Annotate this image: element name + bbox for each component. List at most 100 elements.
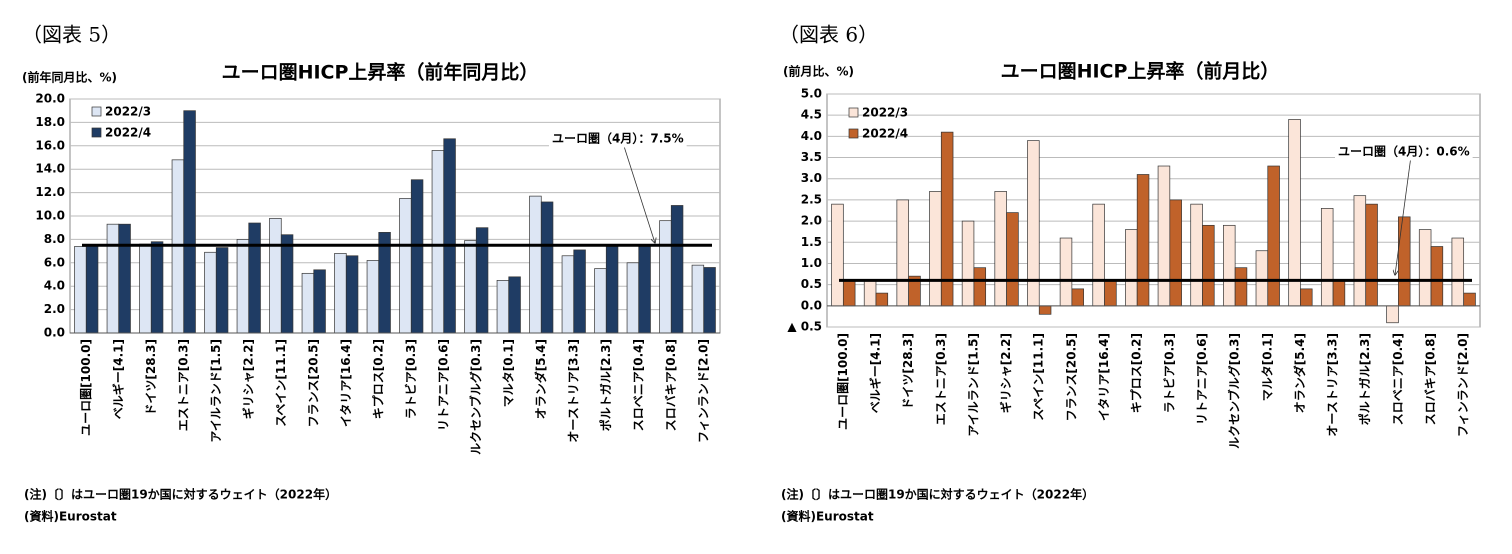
bar [863, 280, 877, 307]
y-tick-label: 3.0 [801, 171, 822, 185]
bar [1267, 165, 1280, 307]
bar [1300, 288, 1313, 307]
bar [431, 150, 445, 334]
annotation-box [1335, 141, 1473, 161]
y-tick-label: 6.0 [44, 255, 65, 269]
x-tick-label: スロベニア[0.4] [631, 339, 645, 431]
y-tick-label: 0.5 [801, 277, 822, 291]
note: (注)〔〕はユーロ圏19か国に対するウェイト（2022年） [24, 487, 337, 502]
y-tick-label: 8.0 [44, 232, 65, 246]
x-tick-label: スロバキア[0.8] [1424, 333, 1438, 425]
bar [443, 138, 456, 334]
x-tick-label: マルタ[0.1] [1260, 333, 1274, 401]
bar [1398, 216, 1411, 307]
x-tick-label: イタリア[16.4] [339, 339, 353, 427]
x-tick-label: ギリシャ[2.2] [998, 333, 1013, 413]
bar [573, 249, 586, 334]
bar [831, 203, 844, 307]
x-tick-label: ラトビア[0.3] [1161, 333, 1176, 413]
bar [1059, 237, 1073, 307]
bar [896, 199, 909, 307]
bar [605, 246, 619, 334]
y-tick-label: 2.0 [801, 214, 822, 228]
bar [85, 244, 99, 334]
x-tick-label: イタリア[16.4] [1097, 333, 1111, 421]
annotation-box [549, 128, 687, 148]
bar [1353, 195, 1367, 307]
bar [638, 246, 651, 334]
bar [703, 267, 716, 334]
bar [1255, 250, 1269, 307]
x-tick-label: ベルギー[4.1] [110, 339, 125, 419]
x-tick-label: オランダ[5.4] [1292, 333, 1307, 413]
x-tick-label: フランス[20.5] [1064, 333, 1078, 421]
x-tick-label: ベルギー[4.1] [867, 333, 882, 413]
bar [269, 217, 282, 334]
legend-swatch [848, 107, 859, 118]
bar [670, 205, 684, 334]
plot-area [826, 93, 1481, 328]
x-tick-label: フランス[20.5] [306, 339, 320, 427]
bar [1092, 203, 1105, 307]
bar [1136, 174, 1150, 307]
bar [1386, 305, 1399, 324]
y-tick-label: 20.0 [35, 92, 65, 106]
bar [508, 276, 521, 334]
bar [1190, 203, 1203, 307]
y-tick-label: 1.5 [801, 235, 822, 249]
bar [1463, 292, 1476, 307]
note: (注)〔〕はユーロ圏19か国に対するウェイト（2022年） [781, 487, 1094, 502]
bar [139, 243, 152, 334]
y-tick-label: 3.5 [801, 150, 822, 164]
x-tick-label: ギリシャ[2.2] [240, 339, 255, 419]
bar [150, 241, 164, 334]
bar [204, 251, 217, 334]
legend-swatch [848, 128, 859, 139]
bar [540, 201, 554, 334]
bar [280, 234, 294, 334]
x-tick-label: キプロス[0.2] [1129, 333, 1144, 413]
y-tick-label: 1.0 [801, 256, 822, 270]
x-tick-label: リトアニア[0.6] [436, 339, 450, 431]
x-tick-label: スロバキア[0.8] [664, 339, 678, 431]
y-axis-label: (前月比、%) [783, 64, 854, 79]
bar [496, 280, 510, 334]
x-tick-label: アイルランド[1.5] [966, 333, 980, 437]
bar [929, 191, 942, 307]
y-tick-label: 4.0 [801, 129, 822, 143]
bar [1104, 280, 1117, 307]
x-tick-label: ポルトガル[2.3] [1357, 333, 1372, 425]
bar [345, 255, 359, 334]
y-tick-label: 14.0 [35, 162, 65, 176]
y-tick-label: 10.0 [35, 209, 65, 223]
y-tick-label: ▲ 0.5 [787, 320, 822, 334]
bar [475, 227, 489, 334]
bar [301, 272, 315, 334]
y-tick-label: 4.5 [801, 108, 822, 122]
annotation-arrow [1395, 160, 1411, 276]
x-tick-label: エストニア[0.3] [934, 333, 948, 425]
x-tick-label: ドイツ[28.3] [901, 333, 915, 410]
bar [1157, 165, 1171, 307]
bar [561, 255, 575, 334]
y-tick-label: 12.0 [35, 185, 65, 199]
bar [1418, 229, 1432, 307]
bar [106, 223, 120, 334]
bar [1332, 280, 1346, 307]
bar [1365, 203, 1378, 307]
y-tick-label: 0.0 [801, 298, 822, 312]
legend-swatch [91, 127, 102, 138]
bar [1320, 208, 1334, 307]
bar [1071, 288, 1084, 307]
legend-swatch [91, 106, 102, 117]
bar [1234, 267, 1248, 307]
bar [659, 220, 672, 334]
bar [875, 292, 889, 307]
bar [1430, 246, 1444, 307]
x-tick-label: オーストリア[3.3] [1326, 333, 1340, 437]
annotation: ユーロ圏（4月）：7.5% [552, 131, 684, 146]
bar [248, 222, 261, 334]
x-tick-label: ユーロ圏[100.0] [79, 339, 93, 436]
legend-label: 2022/3 [105, 105, 151, 119]
